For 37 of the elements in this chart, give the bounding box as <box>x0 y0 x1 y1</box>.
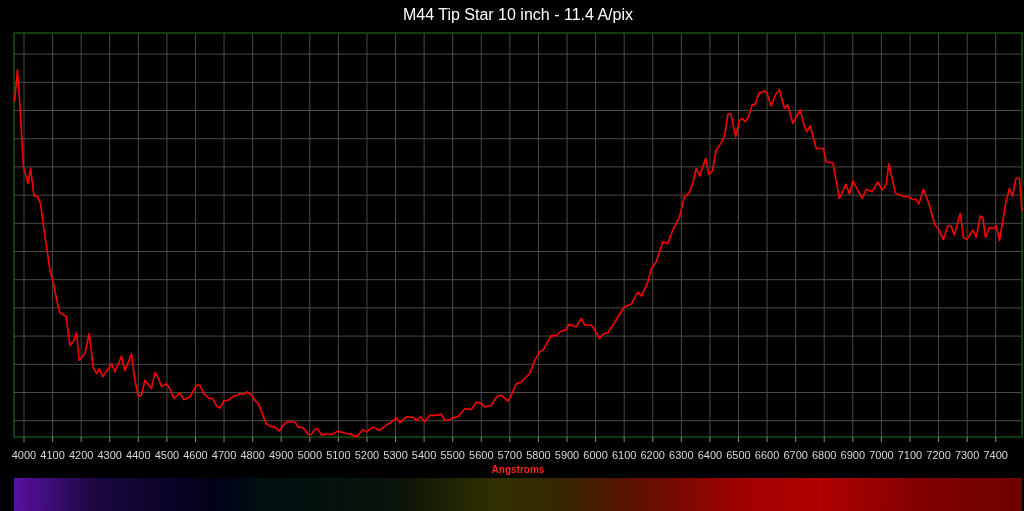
x-tick-label: 6400 <box>697 449 723 461</box>
x-tick-label: 5800 <box>526 449 551 461</box>
x-tick-label: 6300 <box>669 449 694 461</box>
x-tick-label: 4200 <box>68 449 94 461</box>
x-tick-label: 6900 <box>840 449 866 461</box>
x-tick-label: 7100 <box>897 449 923 461</box>
x-tick-label: 4300 <box>97 449 122 461</box>
x-tick-label: 6500 <box>726 449 751 461</box>
x-tick-label: 6800 <box>811 449 837 461</box>
x-tick-label: 5200 <box>354 449 380 461</box>
x-tick-label: 4600 <box>183 449 208 461</box>
x-tick-label: 5100 <box>326 449 351 461</box>
x-tick-label: 5000 <box>297 449 323 461</box>
x-tick-label: 5400 <box>411 449 437 461</box>
x-tick-label: 5300 <box>383 449 408 461</box>
x-tick-label: 7200 <box>926 449 951 461</box>
x-tick-label: 4400 <box>126 449 151 461</box>
x-tick-label: 6000 <box>583 449 608 461</box>
x-tick-label: 4900 <box>268 449 294 461</box>
x-tick-label: 6600 <box>754 449 780 461</box>
x-axis-title: Angstroms <box>491 464 545 475</box>
x-tick-label: 4100 <box>40 449 65 461</box>
x-tick-label: 7300 <box>954 449 980 461</box>
x-tick-label: 7000 <box>869 449 894 461</box>
x-tick-label: 5900 <box>554 449 580 461</box>
x-tick-label: 4000 <box>11 449 37 461</box>
x-tick-label: 6200 <box>640 449 665 461</box>
chart-title: M44 Tip Star 10 inch - 11.4 A/pix <box>402 6 634 23</box>
x-tick-label: 4700 <box>211 449 237 461</box>
x-tick-label: 5600 <box>469 449 494 461</box>
x-tick-label: 4500 <box>154 449 180 461</box>
x-tick-label: 7400 <box>983 449 1008 461</box>
x-tick-label: 5700 <box>497 449 523 461</box>
x-tick-label: 6100 <box>611 449 637 461</box>
x-tick-label: 5500 <box>440 449 465 461</box>
x-tick-label: 4800 <box>240 449 265 461</box>
x-tick-label: 6700 <box>783 449 808 461</box>
